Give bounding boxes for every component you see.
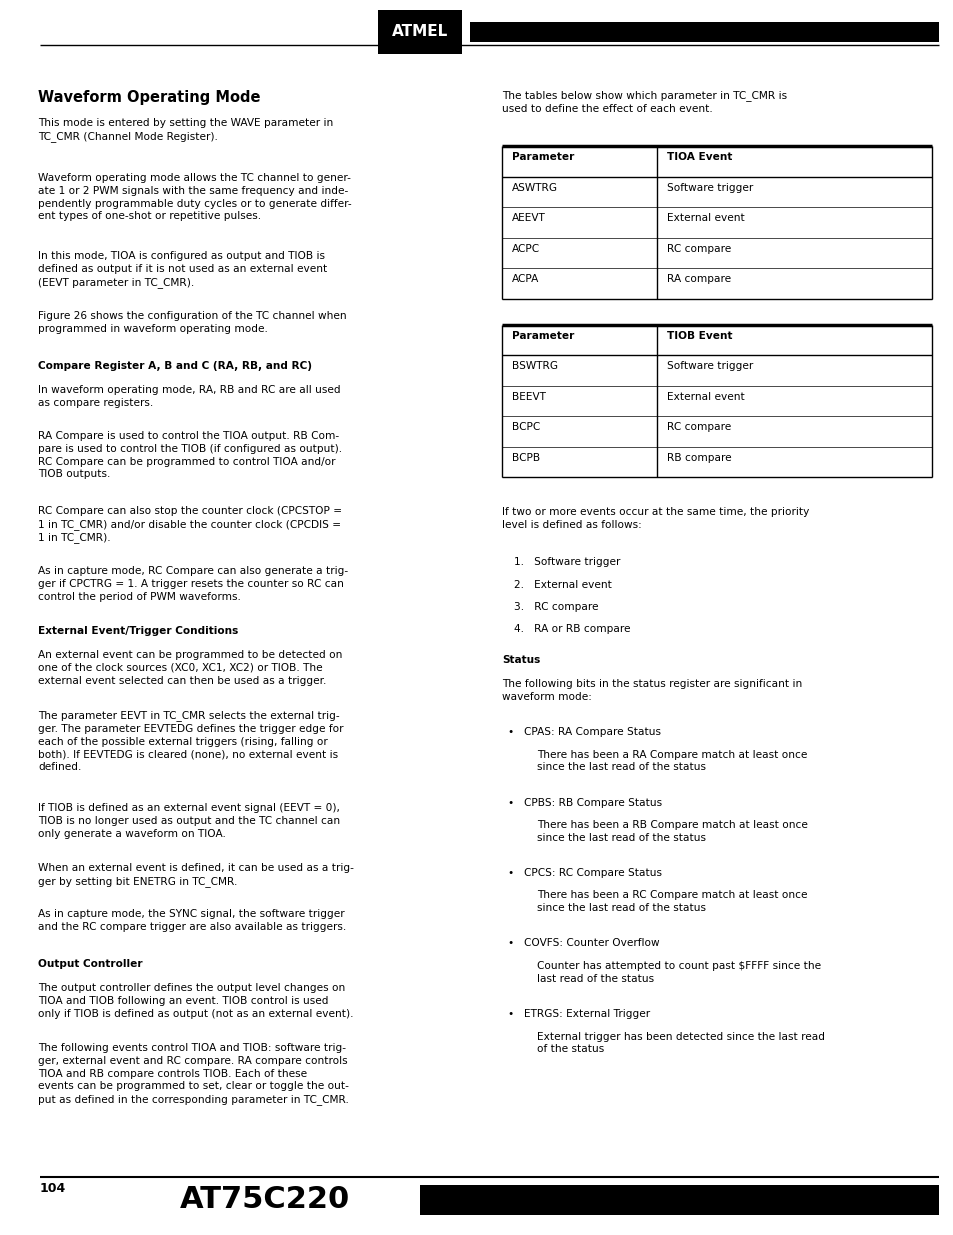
Text: BCPB: BCPB [512,452,539,462]
Text: External Event/Trigger Conditions: External Event/Trigger Conditions [38,626,238,636]
Text: There has been a RC Compare match at least once
since the last read of the statu: There has been a RC Compare match at lea… [537,890,806,914]
Text: The tables below show which parameter in TC_CMR is
used to define the effect of : The tables below show which parameter in… [501,90,786,114]
Text: •: • [506,798,513,808]
Text: An external event can be programmed to be detected on
one of the clock sources (: An external event can be programmed to b… [38,650,342,685]
Text: External event: External event [666,212,744,224]
Text: As in capture mode, the SYNC signal, the software trigger
and the RC compare tri: As in capture mode, the SYNC signal, the… [38,909,346,931]
Bar [377,10,461,54]
Text: Parameter: Parameter [512,331,574,341]
Text: In waveform operating mode, RA, RB and RC are all used
as compare registers.: In waveform operating mode, RA, RB and R… [38,385,340,408]
Text: •: • [506,868,513,878]
Text: Compare Register A, B and C (RA, RB, and RC): Compare Register A, B and C (RA, RB, and… [38,361,312,370]
Text: 104: 104 [40,1182,66,1195]
Text: Output Controller: Output Controller [38,960,143,969]
Text: CPAS: RA Compare Status: CPAS: RA Compare Status [523,727,660,737]
Text: There has been a RA Compare match at least once
since the last read of the statu: There has been a RA Compare match at lea… [537,750,806,772]
Text: TIOA Event: TIOA Event [666,152,732,162]
Text: Figure 26 shows the configuration of the TC channel when
programmed in waveform : Figure 26 shows the configuration of the… [38,311,346,333]
Text: ATMEL: ATMEL [392,25,447,40]
Text: 3.   RC compare: 3. RC compare [514,601,598,613]
Text: ASWTRG: ASWTRG [512,183,558,193]
Text: BEEVT: BEEVT [512,391,545,401]
Text: AEEVT: AEEVT [512,212,545,224]
Text: As in capture mode, RC Compare can also generate a trig-
ger if CPCTRG = 1. A tr: As in capture mode, RC Compare can also … [38,566,348,601]
Text: 2.   External event: 2. External event [514,579,611,589]
Text: Waveform Operating Mode: Waveform Operating Mode [38,90,260,105]
Text: If TIOB is defined as an external event signal (EEVT = 0),
TIOB is no longer use: If TIOB is defined as an external event … [38,803,340,839]
Text: External trigger has been detected since the last read
of the status: External trigger has been detected since… [537,1031,824,1055]
Text: 1.   Software trigger: 1. Software trigger [514,557,619,567]
Text: There has been a RB Compare match at least once
since the last read of the statu: There has been a RB Compare match at lea… [537,820,807,842]
Text: External event: External event [666,391,744,401]
Text: BCPC: BCPC [512,422,539,432]
Bar [419,1186,938,1215]
Text: Parameter: Parameter [512,152,574,162]
Text: CPCS: RC Compare Status: CPCS: RC Compare Status [523,868,661,878]
Text: BSWTRG: BSWTRG [512,361,558,370]
Text: TIOB Event: TIOB Event [666,331,732,341]
Text: Waveform operating mode allows the TC channel to gener-
ate 1 or 2 PWM signals w: Waveform operating mode allows the TC ch… [38,173,352,221]
Text: Software trigger: Software trigger [666,361,753,370]
Text: RC compare: RC compare [666,243,731,253]
Bar [469,22,938,42]
Text: RB compare: RB compare [666,452,731,462]
Text: The parameter EEVT in TC_CMR selects the external trig-
ger. The parameter EEVTE: The parameter EEVT in TC_CMR selects the… [38,710,343,772]
Text: RC Compare can also stop the counter clock (CPCSTOP =
1 in TC_CMR) and/or disabl: RC Compare can also stop the counter clo… [38,506,341,543]
Text: The following bits in the status register are significant in
waveform mode:: The following bits in the status registe… [501,679,801,701]
Text: The output controller defines the output level changes on
TIOA and TIOB followin: The output controller defines the output… [38,983,354,1019]
Text: In this mode, TIOA is configured as output and TIOB is
defined as output if it i: In this mode, TIOA is configured as outp… [38,251,327,288]
Text: ACPA: ACPA [512,274,538,284]
Text: RA Compare is used to control the TIOA output. RB Com-
pare is used to control t: RA Compare is used to control the TIOA o… [38,431,342,479]
Text: If two or more events occur at the same time, the priority
level is defined as f: If two or more events occur at the same … [501,508,808,530]
Text: COVFS: Counter Overflow: COVFS: Counter Overflow [523,939,659,948]
Text: CPBS: RB Compare Status: CPBS: RB Compare Status [523,798,661,808]
Text: •: • [506,939,513,948]
Text: Counter has attempted to count past $FFFF since the
last read of the status: Counter has attempted to count past $FFF… [537,961,821,984]
Text: AT75C220: AT75C220 [180,1186,350,1214]
Text: ACPC: ACPC [512,243,539,253]
Text: Status: Status [501,655,539,664]
Text: RC compare: RC compare [666,422,731,432]
Text: 4.   RA or RB compare: 4. RA or RB compare [514,625,630,635]
Text: This mode is entered by setting the WAVE parameter in
TC_CMR (Channel Mode Regis: This mode is entered by setting the WAVE… [38,119,333,142]
Text: The following events control TIOA and TIOB: software trig-
ger, external event a: The following events control TIOA and TI… [38,1044,349,1105]
Text: When an external event is defined, it can be used as a trig-
ger by setting bit : When an external event is defined, it ca… [38,863,354,887]
Text: RA compare: RA compare [666,274,730,284]
Text: ETRGS: External Trigger: ETRGS: External Trigger [523,1009,649,1019]
Text: •: • [506,1009,513,1019]
Text: •: • [506,727,513,737]
Text: Software trigger: Software trigger [666,183,753,193]
